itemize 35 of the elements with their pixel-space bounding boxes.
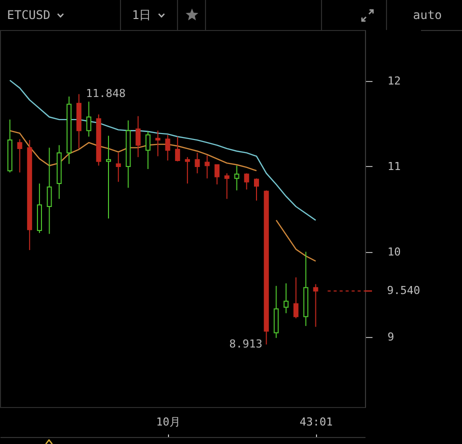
x-tick-label: 43:01: [300, 416, 333, 428]
y-tick-label: 12: [388, 74, 401, 88]
candlestick: [145, 131, 150, 170]
candlestick: [224, 172, 230, 200]
candlestick: [175, 136, 180, 162]
annotation: 11.848: [86, 87, 126, 100]
text: auto: [413, 7, 442, 23]
candlestick: [274, 285, 279, 338]
candlestick: [194, 152, 200, 174]
candlestick: [106, 135, 112, 219]
candlestick: [46, 147, 52, 234]
candlestick: [136, 116, 141, 158]
y-tick-label: 10: [388, 245, 401, 258]
y-tick-label: 9: [388, 330, 394, 344]
candlestick: [293, 276, 298, 319]
candlestick: [254, 178, 259, 202]
chart-title: ETCUSD: [7, 7, 50, 23]
candlestick: [244, 172, 250, 190]
candlestick: [165, 134, 170, 161]
line-series: [9, 80, 316, 221]
candlestick: [184, 156, 190, 184]
candlestick: [214, 164, 220, 185]
ref-line-label: 9.540: [387, 284, 420, 297]
candlestick: [86, 101, 92, 138]
chart-subtitle: 1日: [132, 7, 152, 23]
annotation: 8.913: [229, 337, 262, 350]
y-tick-label: 11: [388, 160, 401, 173]
candlestick: [155, 130, 160, 157]
candlestick: [17, 138, 22, 173]
x-tick-label: 10月: [156, 416, 180, 428]
candlestick: [116, 152, 121, 182]
candlestick: [313, 284, 318, 328]
candlestick: [234, 165, 240, 191]
candlestick: [204, 154, 210, 179]
candlestick: [284, 282, 289, 314]
